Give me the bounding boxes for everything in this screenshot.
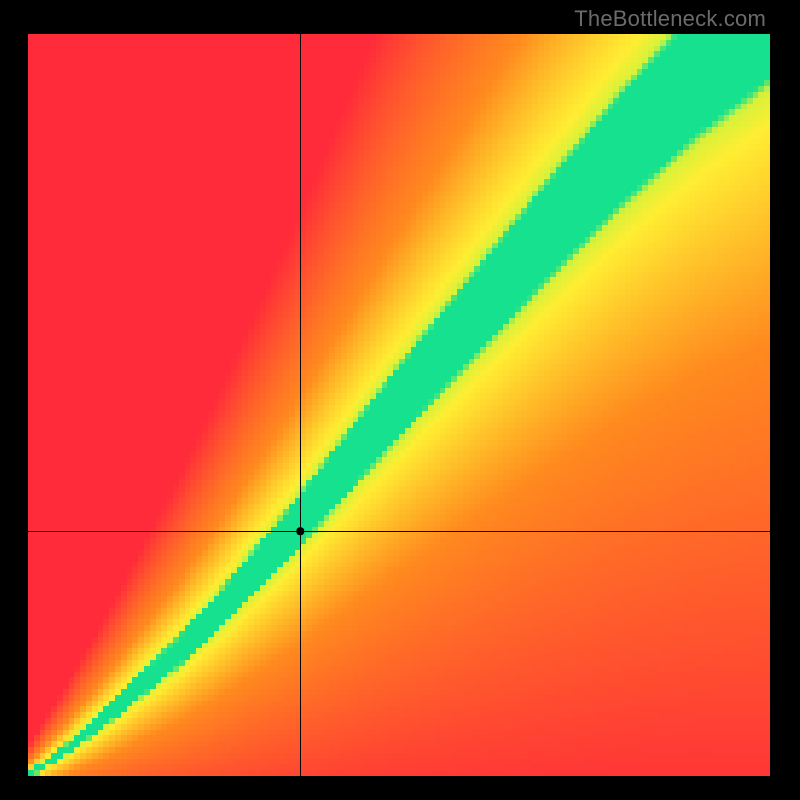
figure-root: TheBottleneck.com — [0, 0, 800, 800]
heatmap-plot — [28, 34, 770, 776]
heatmap-canvas — [28, 34, 770, 776]
watermark-text: TheBottleneck.com — [574, 6, 766, 32]
